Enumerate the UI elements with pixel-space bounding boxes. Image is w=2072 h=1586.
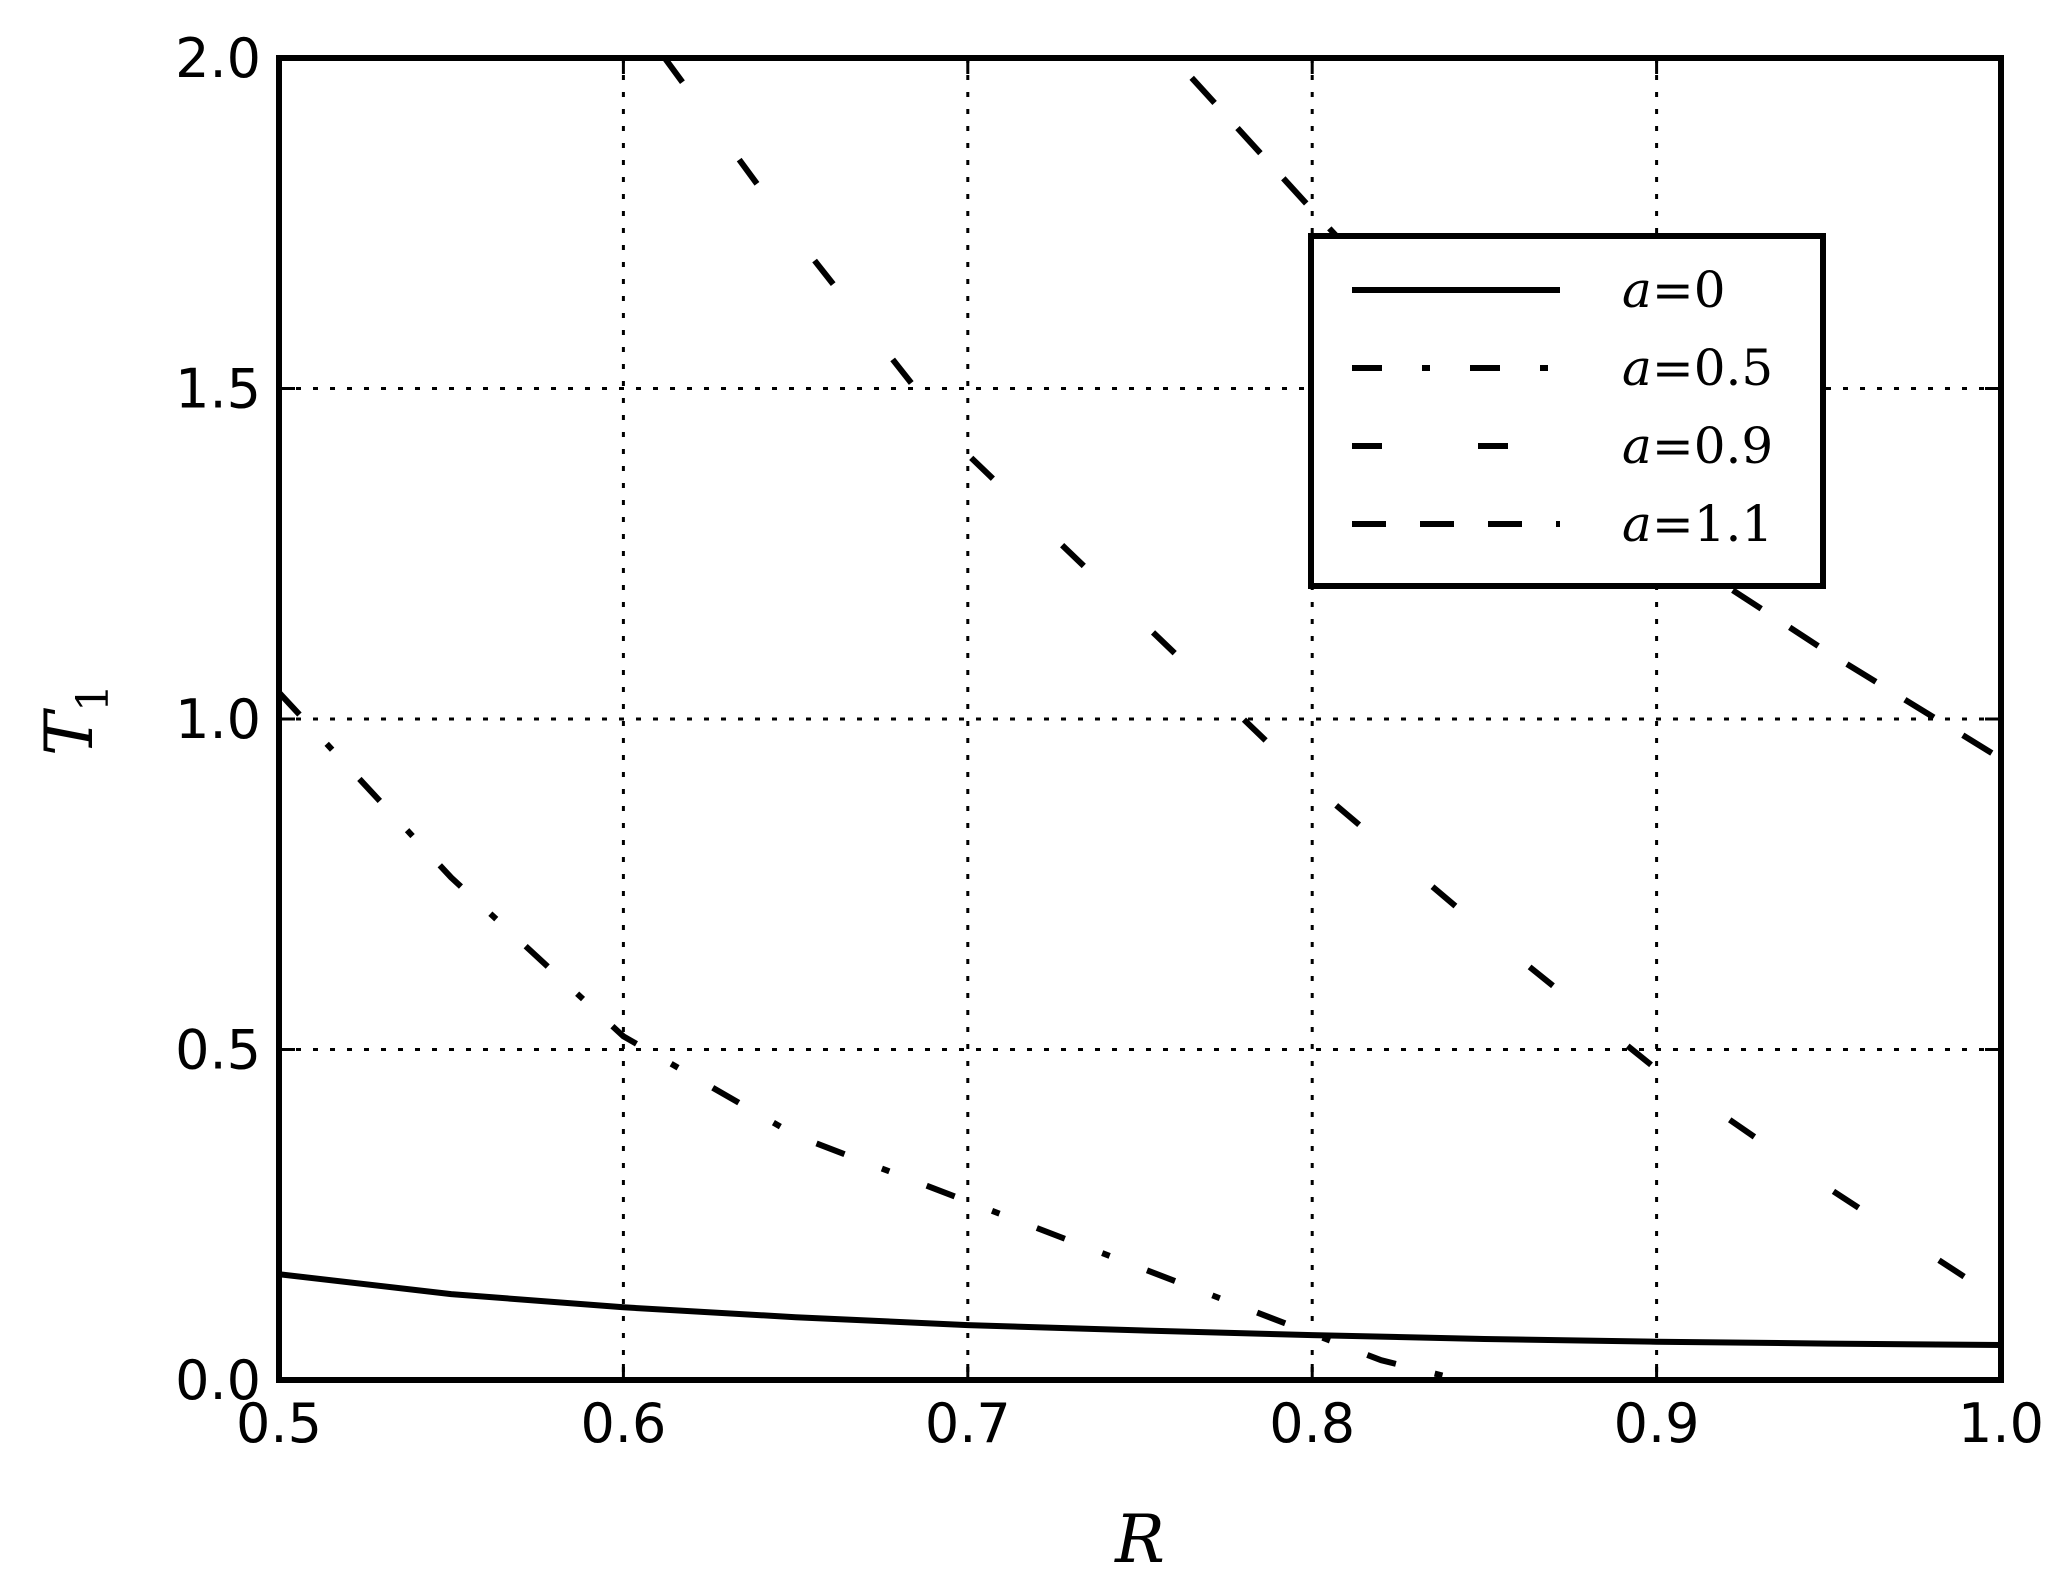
x-tick-label: 0.5	[236, 1392, 322, 1455]
legend-label-var: a	[1622, 417, 1652, 475]
y-axis-label-group: T1	[31, 684, 119, 756]
legend-label-1: a=0	[1622, 261, 1726, 319]
series-line-1	[279, 1271, 2001, 1348]
y-tick-label: 2.0	[175, 27, 261, 90]
x-tick-label: 0.6	[580, 1392, 666, 1455]
legend-label-3: a=0.9	[1622, 417, 1773, 475]
legend-label-value: =1.1	[1652, 495, 1773, 553]
y-tick-label: 1.5	[175, 358, 261, 421]
y-tick-label: 0.5	[175, 1019, 261, 1082]
legend-label-var: a	[1622, 261, 1652, 319]
x-tick-label: 0.8	[1269, 1392, 1355, 1455]
y-tick-label: 1.0	[175, 688, 261, 751]
legend-label-2: a=0.5	[1622, 339, 1773, 397]
x-axis-label: R	[1114, 1501, 1165, 1578]
legend: a=0a=0.5a=0.9a=1.1	[1308, 233, 1826, 589]
y-axis-label-subscript: 1	[68, 684, 119, 712]
y-tick-label: 0.0	[175, 1349, 261, 1412]
legend-box	[1308, 233, 1826, 589]
x-tick-label: 0.9	[1614, 1392, 1700, 1455]
x-tick-label: 1.0	[1958, 1392, 2044, 1455]
svg-text:T1: T1	[31, 684, 119, 756]
y-axis-label: T	[31, 707, 108, 756]
tick-labels: 0.5 0.6 0.7 0.8 0.9 1.00.00.51.01.52.0	[175, 27, 2044, 1455]
x-tick-label: 0.7	[925, 1392, 1011, 1455]
legend-label-value: =0.5	[1652, 339, 1773, 397]
legend-label-var: a	[1622, 495, 1652, 553]
legend-label-4: a=1.1	[1622, 495, 1773, 553]
legend-label-value: =0.9	[1652, 417, 1773, 475]
ticks	[277, 56, 2003, 1382]
legend-label-value: =0	[1652, 261, 1726, 319]
legend-label-var: a	[1622, 339, 1652, 397]
